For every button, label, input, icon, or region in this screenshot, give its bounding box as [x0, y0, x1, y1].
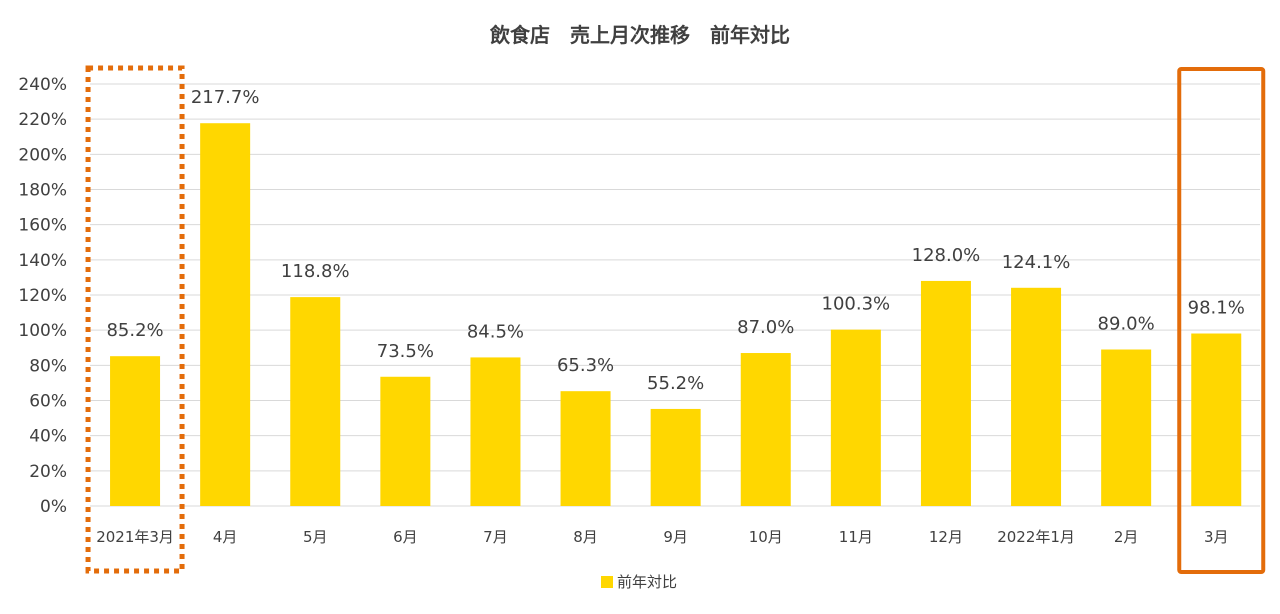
bar	[560, 391, 611, 506]
x-tick-label: 2月	[1114, 528, 1139, 546]
x-tick-label: 12月	[929, 528, 963, 546]
x-axis-ticks: 2021年3月 4月 5月 6月 7月 8月 9月 10月 11月 12月 2022年1月 2月 3月	[96, 528, 1228, 546]
y-tick-label: 40%	[29, 427, 67, 447]
data-label: 85.2%	[106, 320, 163, 341]
data-label: 73.5%	[377, 341, 434, 362]
data-labels: 85.2% 217.7% 118.8% 73.5% 84.5% 65.3% 55.2% 87.…	[106, 87, 1244, 394]
x-tick-label: 5月	[303, 528, 328, 546]
x-tick-label: 9月	[663, 528, 688, 546]
legend-label: 前年対比	[617, 573, 677, 591]
gridlines	[90, 83, 1260, 507]
bar	[110, 356, 161, 506]
data-label: 100.3%	[822, 294, 891, 315]
data-label: 124.1%	[1002, 252, 1071, 273]
bars	[110, 123, 1242, 507]
data-label: 89.0%	[1098, 314, 1155, 335]
highlight-boxes	[85, 65, 1266, 574]
highlight-box-solid	[1177, 67, 1266, 574]
y-tick-label: 140%	[18, 251, 67, 271]
y-tick-label: 20%	[29, 462, 67, 482]
y-tick-label: 100%	[18, 321, 67, 341]
data-label: 65.3%	[557, 355, 614, 376]
bar	[920, 280, 971, 506]
y-tick-label: 240%	[18, 75, 67, 95]
bar	[1191, 333, 1242, 506]
data-label: 87.0%	[737, 317, 794, 338]
data-label: 55.2%	[647, 373, 704, 394]
x-tick-label: 3月	[1204, 528, 1229, 546]
x-tick-label: 7月	[483, 528, 508, 546]
y-tick-label: 0%	[40, 497, 67, 517]
data-label: 118.8%	[281, 261, 350, 282]
bar	[380, 376, 431, 506]
data-label: 217.7%	[191, 87, 260, 108]
x-tick-label: 4月	[213, 528, 238, 546]
data-label: 84.5%	[467, 321, 524, 342]
bar	[650, 408, 701, 506]
data-label: 98.1%	[1188, 298, 1245, 319]
bar	[1101, 349, 1152, 506]
bar	[830, 329, 881, 506]
y-axis-ticks: 0% 20% 40% 60% 80% 100% 120% 140% 160% 180% 200% 22…	[18, 75, 67, 517]
highlight-box-dotted	[85, 65, 185, 574]
bar	[740, 353, 791, 506]
y-tick-label: 80%	[29, 356, 67, 376]
x-tick-label: 10月	[749, 528, 783, 546]
legend-swatch	[601, 576, 613, 588]
y-tick-label: 220%	[18, 110, 67, 130]
y-tick-label: 180%	[18, 181, 67, 201]
bar	[290, 297, 341, 506]
x-tick-label: 2021年3月	[96, 528, 174, 546]
bar	[470, 357, 521, 506]
bar	[1011, 287, 1062, 506]
x-tick-label: 2022年1月	[997, 528, 1075, 546]
y-tick-label: 60%	[29, 392, 67, 412]
legend: 前年対比	[601, 573, 677, 591]
x-tick-label: 6月	[393, 528, 418, 546]
chart-title: 飲食店 売上月次推移 前年対比	[489, 23, 790, 47]
x-tick-label: 8月	[573, 528, 598, 546]
data-label: 128.0%	[912, 245, 981, 266]
bar	[200, 123, 251, 507]
x-tick-label: 11月	[839, 528, 873, 546]
y-tick-label: 120%	[18, 286, 67, 306]
y-tick-label: 160%	[18, 216, 67, 236]
y-tick-label: 200%	[18, 145, 67, 165]
